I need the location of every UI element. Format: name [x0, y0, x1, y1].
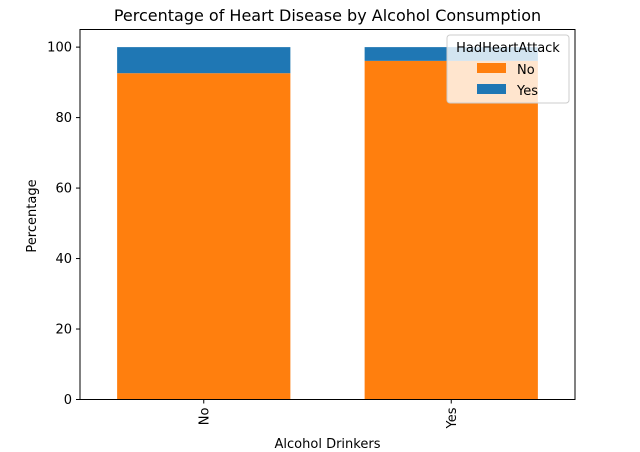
- y-tick-label: 0: [64, 393, 72, 408]
- legend-title: HadHeartAttack: [456, 41, 560, 56]
- bar-yes-no: [364, 60, 538, 400]
- legend: HadHeartAttack No Yes: [446, 34, 570, 104]
- y-axis: 0 20 40 60 80 100: [47, 41, 80, 408]
- plot-frame: [79, 29, 576, 400]
- chart-title: Percentage of Heart Disease by Alcohol C…: [114, 6, 541, 25]
- legend-swatch-yes: [477, 84, 506, 94]
- bar-no-yes: [117, 47, 291, 74]
- y-tick-label: 80: [55, 111, 72, 126]
- legend-label-yes: Yes: [516, 84, 538, 99]
- x-axis: No Yes: [197, 399, 460, 430]
- y-tick-label: 100: [47, 41, 72, 56]
- legend-swatch-no: [477, 63, 506, 73]
- bars-group: [117, 47, 538, 400]
- bar-no-no: [117, 73, 291, 400]
- x-tick-label: Yes: [445, 407, 460, 429]
- y-tick-label: 20: [55, 323, 72, 338]
- y-tick-label: 60: [55, 182, 72, 197]
- y-axis-label: Percentage: [25, 179, 40, 252]
- x-tick-label: No: [197, 407, 212, 425]
- legend-label-no: No: [517, 63, 535, 78]
- y-tick-label: 40: [55, 252, 72, 267]
- x-axis-label: Alcohol Drinkers: [275, 437, 381, 452]
